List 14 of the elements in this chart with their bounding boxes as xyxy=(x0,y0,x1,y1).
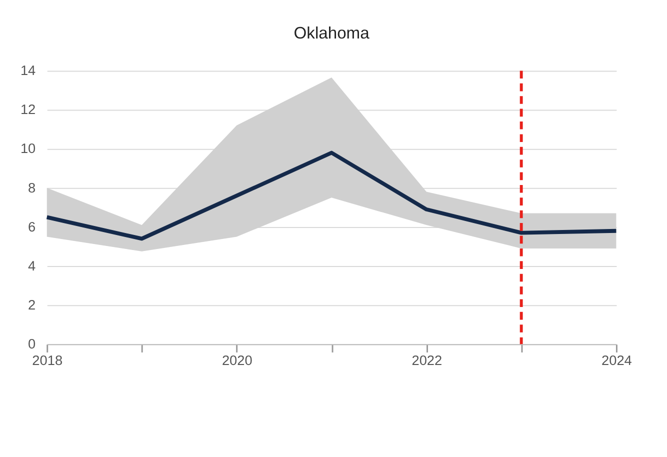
x-tick-label: 2018 xyxy=(32,353,63,368)
y-tick-label: 2 xyxy=(28,297,36,312)
y-tick-label: 0 xyxy=(28,336,36,352)
y-tick-label: 10 xyxy=(20,141,36,156)
x-tick-label: 2024 xyxy=(602,353,632,368)
y-tick-label: 4 xyxy=(28,258,36,274)
line-series xyxy=(44,150,618,241)
y-tick-label: 12 xyxy=(20,102,36,118)
x-tick-label: 2022 xyxy=(412,353,442,368)
chart-title: Oklahoma xyxy=(294,23,370,42)
x-tick-label: 2020 xyxy=(222,353,253,368)
y-tick-label: 8 xyxy=(28,180,36,196)
y-tick-label: 6 xyxy=(28,219,36,234)
y-tick-label: 14 xyxy=(20,63,36,78)
